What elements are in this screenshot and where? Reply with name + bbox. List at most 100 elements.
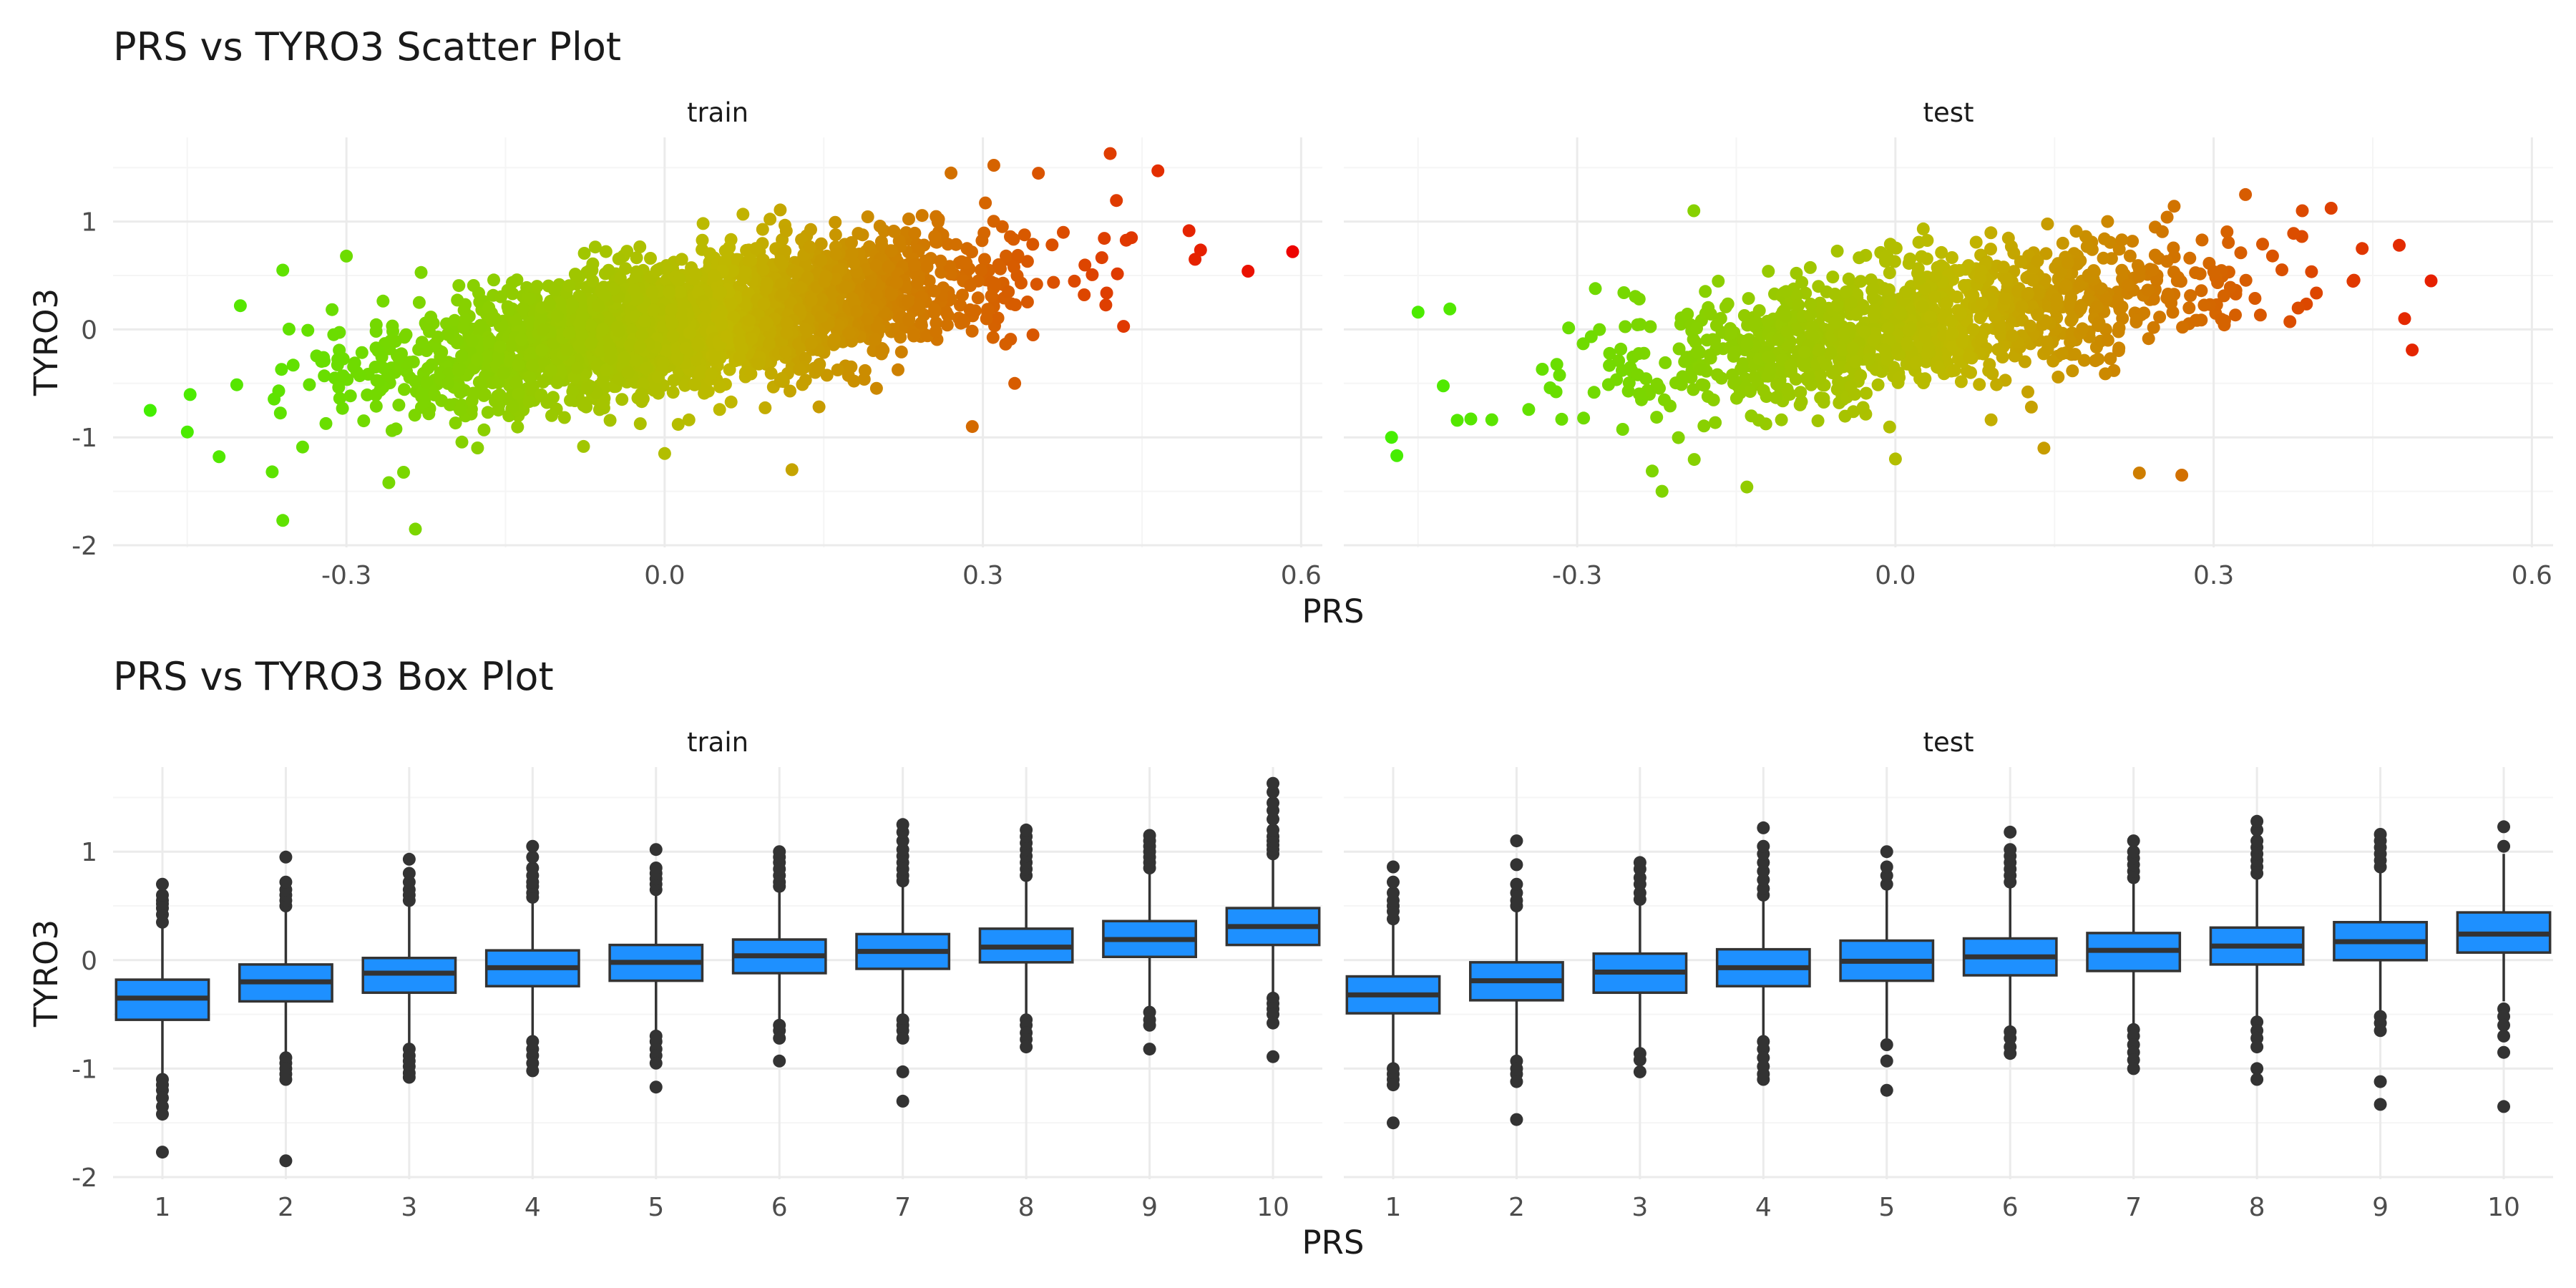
scatter-test-point — [2115, 263, 2129, 277]
scatter-test-point — [2089, 354, 2102, 368]
scatter-train-point — [399, 328, 413, 341]
scatter-test-point — [2054, 265, 2068, 279]
scatter-test-point — [1883, 420, 1896, 434]
scatter-test-point — [1860, 386, 1873, 400]
scatter-test-point — [1762, 265, 1775, 278]
box-test-x-tick-label: 5 — [1878, 1193, 1895, 1222]
scatter-train-point — [861, 312, 874, 326]
scatter-test-point — [2183, 251, 2197, 265]
scatter-test-point — [1989, 310, 2001, 323]
scatter-train-point — [618, 351, 631, 364]
scatter-test-point — [2184, 289, 2197, 303]
scatter-train-point — [635, 387, 648, 401]
scatter-train-point — [441, 376, 454, 390]
box-test-outlier — [1880, 1054, 1893, 1068]
scatter-test-point — [2132, 467, 2146, 479]
scatter-train-point — [779, 224, 793, 238]
scatter-test-point — [1632, 347, 1646, 361]
scatter-train-point — [724, 395, 738, 409]
scatter-test-point — [2055, 347, 2069, 361]
scatter-train-point — [696, 233, 709, 247]
scatter-test-point — [1681, 308, 1694, 321]
scatter-train-point — [602, 263, 615, 277]
box-train-outlier — [155, 1146, 169, 1159]
box-test-x-tick-label: 9 — [2372, 1193, 2389, 1222]
scatter-test-point — [1653, 381, 1666, 395]
scatter-test-point — [1888, 452, 1902, 466]
box-train-outlier — [1267, 1016, 1280, 1030]
scatter-test-point — [1883, 266, 1896, 280]
scatter-test-point — [1856, 401, 1870, 414]
scatter-test-point — [2132, 263, 2146, 276]
scatter-train-point — [1008, 376, 1022, 390]
scatter-test-point — [1694, 363, 1707, 376]
scatter-train-point — [506, 287, 519, 301]
scatter-train-point — [774, 374, 787, 388]
scatter-test-point — [1921, 234, 1934, 247]
box-train-outlier — [1267, 796, 1280, 809]
scatter-train-point — [756, 263, 770, 277]
scatter-train-point — [799, 323, 813, 336]
scatter-train-point — [545, 364, 558, 377]
scatter-test-point — [1775, 413, 1788, 426]
scatter-test-point — [1784, 358, 1797, 372]
scatter-test-point — [2142, 332, 2155, 346]
scatter-train-point — [276, 514, 290, 527]
scatter-train-point — [846, 246, 859, 260]
scatter-train-point — [847, 256, 861, 270]
scatter-test-point — [1866, 291, 1880, 305]
box-train-outlier — [1267, 776, 1280, 790]
scatter-train-point — [630, 353, 643, 367]
scatter-train-point — [635, 328, 649, 341]
scatter-test-point — [1711, 368, 1724, 381]
scatter-train-point — [576, 309, 590, 323]
scatter-test-point — [2160, 255, 2174, 268]
scatter-train-point — [1189, 253, 1202, 266]
scatter-train-point — [1026, 328, 1040, 341]
scatter-train-point — [914, 316, 928, 330]
scatter-test-point — [2041, 218, 2054, 230]
scatter-train-x-tick-label: -0.3 — [321, 561, 371, 590]
scatter-train-point — [512, 387, 525, 401]
scatter-train-point — [1241, 265, 1255, 278]
scatter-test-point — [2115, 233, 2129, 247]
scatter-test-point — [1848, 388, 1862, 401]
scatter-test-point — [1793, 398, 1807, 411]
scatter-test-point — [1958, 278, 1971, 292]
scatter-test-point — [1690, 346, 1704, 358]
scatter-train-point — [698, 300, 712, 313]
box-test-outlier — [2127, 845, 2140, 859]
box-test-outlier — [1510, 834, 1523, 848]
scatter-test-point — [2220, 225, 2234, 238]
scatter-test-point — [2189, 266, 2202, 280]
box-test-outlier — [1880, 1038, 1893, 1051]
box-test-outlier — [1757, 1073, 1770, 1086]
scatter-test-point — [2190, 313, 2204, 327]
scatter-train-point — [607, 283, 620, 296]
scatter-train-point — [477, 389, 491, 402]
scatter-test-point — [2222, 235, 2235, 249]
box-test-x-tick-label: 10 — [2487, 1193, 2520, 1222]
scatter-train-point — [415, 390, 429, 404]
scatter-train-point — [435, 394, 449, 407]
box-test-outlier — [1510, 877, 1523, 891]
scatter-test-x-tick-label: -0.3 — [1552, 561, 1602, 590]
scatter-train-point — [979, 196, 992, 210]
scatter-train-point — [580, 381, 594, 395]
scatter-test-point — [1916, 222, 1930, 235]
scatter-train-point — [665, 303, 678, 316]
scatter-test-point — [1966, 288, 1980, 302]
scatter-test-point — [2056, 236, 2069, 250]
scatter-test-point — [2087, 264, 2100, 278]
scatter-train-point — [619, 262, 633, 275]
scatter-train-point — [804, 293, 818, 307]
scatter-train-point — [511, 420, 525, 434]
scatter-test-point — [2026, 273, 2039, 287]
box-train-outlier — [526, 839, 540, 853]
box-test-x-tick-label: 2 — [1508, 1193, 1525, 1222]
scatter-test-point — [1858, 325, 1871, 338]
scatter-train-point — [812, 400, 826, 414]
scatter-train-point — [630, 265, 643, 278]
box-train-outlier — [1020, 823, 1033, 836]
scatter-test-point — [1899, 286, 1913, 299]
